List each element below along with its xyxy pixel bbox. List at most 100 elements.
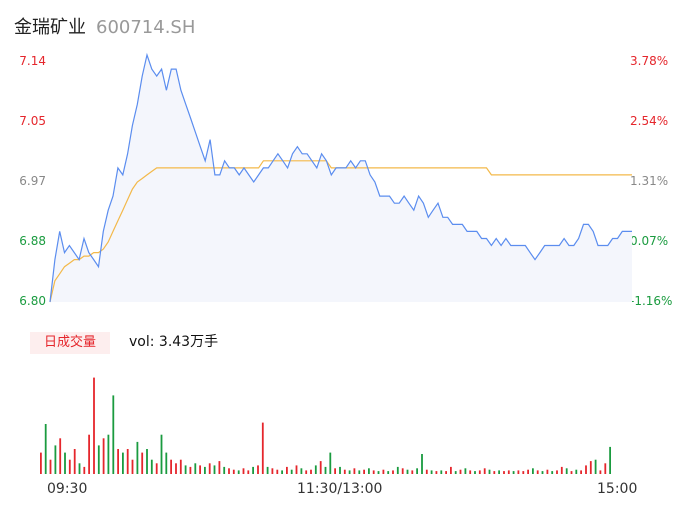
volume-bar bbox=[392, 470, 394, 474]
volume-bar bbox=[300, 468, 303, 474]
price-area bbox=[50, 54, 632, 303]
volume-bar bbox=[112, 395, 115, 474]
volume-bar bbox=[469, 470, 472, 474]
volume-bar bbox=[435, 471, 438, 474]
volume-bar bbox=[445, 471, 447, 474]
volume-bar bbox=[131, 459, 134, 474]
volume-bar bbox=[512, 471, 515, 474]
volume-bar bbox=[117, 449, 119, 474]
volume-bar bbox=[314, 465, 317, 474]
volume-bar bbox=[396, 466, 399, 474]
volume-bar bbox=[68, 459, 71, 474]
volume-bar bbox=[261, 422, 264, 474]
volume-bar bbox=[411, 470, 414, 474]
volume-bar bbox=[503, 471, 505, 474]
volume-bar bbox=[179, 459, 182, 474]
volume-bar bbox=[604, 463, 607, 474]
volume-bar bbox=[353, 468, 356, 474]
volume-bar bbox=[594, 459, 597, 474]
x-tick-open: 09:30 bbox=[47, 481, 88, 497]
volume-bar bbox=[401, 468, 404, 474]
volume-bar bbox=[546, 469, 549, 474]
volume-bar bbox=[319, 461, 322, 474]
volume-bar bbox=[242, 468, 245, 474]
x-tick-midday: 11:30/13:00 bbox=[297, 481, 383, 497]
price-tick-1: 7.14 bbox=[19, 54, 46, 68]
volume-bar bbox=[218, 461, 221, 474]
volume-bar bbox=[286, 466, 288, 474]
volume-bar bbox=[281, 470, 283, 474]
volume-bar bbox=[507, 470, 510, 474]
volume-bar bbox=[102, 438, 105, 474]
volume-bar bbox=[170, 459, 172, 474]
volume-bar bbox=[44, 424, 47, 474]
volume-bar bbox=[372, 470, 375, 474]
volume-bar bbox=[199, 465, 201, 474]
volume-bar bbox=[155, 463, 158, 474]
volume-bar bbox=[73, 449, 76, 474]
volume-bar bbox=[450, 466, 452, 474]
volume-bar bbox=[223, 466, 226, 474]
stock-title: 金瑞矿业 600714.SH bbox=[14, 13, 195, 39]
volume-bar bbox=[165, 452, 168, 474]
volume-bar bbox=[247, 470, 250, 474]
volume-bar bbox=[589, 461, 592, 474]
volume-bar bbox=[580, 470, 582, 474]
volume-bar bbox=[97, 445, 100, 474]
volume-bar bbox=[488, 469, 491, 474]
pct-tick-4: 0.07% bbox=[630, 234, 669, 248]
volume-bar bbox=[59, 438, 62, 474]
volume-bar bbox=[175, 463, 177, 474]
volume-bar bbox=[416, 468, 418, 474]
volume-bar bbox=[208, 463, 211, 474]
volume-tag[interactable]: 日成交量 bbox=[30, 332, 110, 354]
volume-bar bbox=[387, 471, 390, 474]
volume-bar bbox=[609, 446, 611, 474]
volume-label: vol: 3.43万手 bbox=[129, 334, 219, 350]
volume-bar bbox=[122, 452, 124, 474]
price-tick-5: 6.80 bbox=[19, 294, 46, 308]
volume-bar bbox=[266, 466, 269, 474]
volume-bar bbox=[252, 466, 254, 474]
volume-bar bbox=[454, 471, 457, 474]
volume-bar bbox=[493, 471, 496, 474]
price-tick-3: 6.97 bbox=[19, 174, 46, 188]
volume-bar bbox=[334, 468, 336, 474]
volume-bar bbox=[599, 470, 602, 474]
volume-bar bbox=[339, 466, 341, 474]
volume-bar bbox=[536, 470, 539, 474]
volume-bar bbox=[329, 452, 332, 474]
volume-bar bbox=[527, 469, 529, 474]
volume-bar bbox=[107, 434, 110, 474]
volume-bar bbox=[310, 469, 312, 474]
stock-code: 600714.SH bbox=[96, 17, 196, 38]
volume-bar bbox=[88, 434, 90, 474]
volume-bar bbox=[136, 441, 139, 474]
volume-bar bbox=[425, 469, 428, 474]
pct-tick-5: -1.16% bbox=[630, 294, 673, 308]
volume-bar bbox=[551, 471, 554, 474]
volume-bar bbox=[194, 463, 197, 474]
volume-bar bbox=[305, 470, 308, 474]
volume-bar bbox=[276, 469, 279, 474]
pct-tick-2: 2.54% bbox=[630, 114, 669, 128]
x-tick-close: 15:00 bbox=[597, 481, 638, 497]
volume-bar bbox=[54, 445, 57, 474]
volume-bar bbox=[565, 468, 568, 474]
volume-bar bbox=[421, 454, 423, 474]
volume-bar bbox=[150, 459, 153, 474]
volume-bar bbox=[184, 465, 187, 474]
volume-bar bbox=[324, 466, 327, 474]
volume-bar bbox=[271, 468, 274, 474]
volume-bar bbox=[213, 465, 216, 474]
price-tick-4: 6.88 bbox=[19, 234, 46, 248]
volume-bar bbox=[368, 468, 370, 474]
volume-bar bbox=[575, 469, 578, 474]
volume-bar bbox=[228, 468, 230, 474]
volume-bar bbox=[382, 469, 385, 474]
volume-bar bbox=[532, 468, 534, 474]
volume-bar bbox=[464, 468, 467, 474]
volume-bar bbox=[406, 469, 409, 474]
volume-bar bbox=[83, 466, 86, 474]
